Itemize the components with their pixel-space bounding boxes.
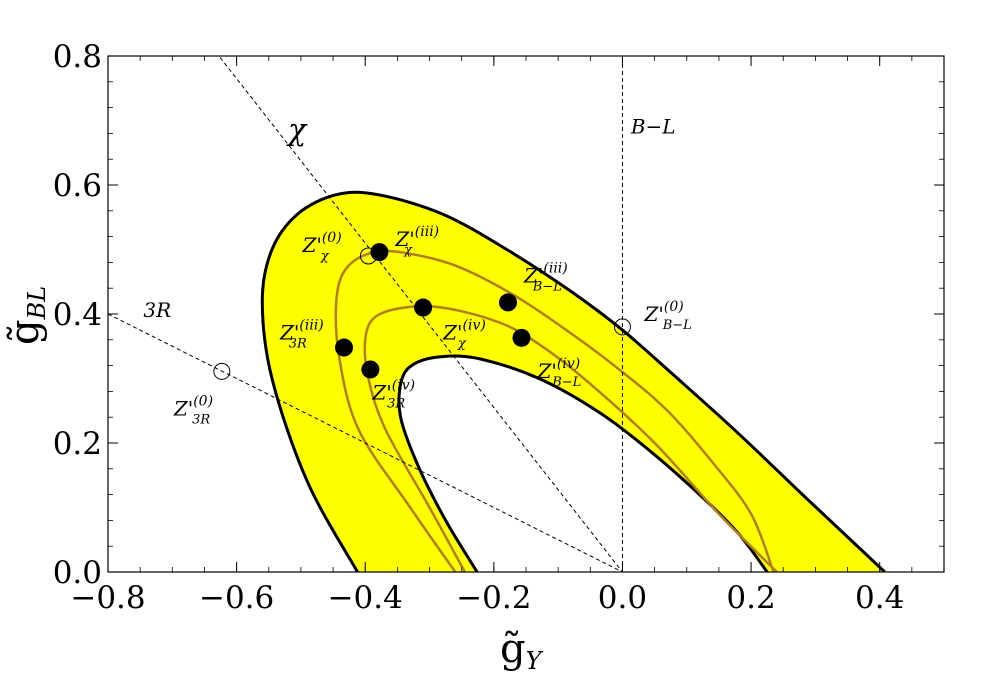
benchmark-label: Z'(0) B−L: [643, 299, 691, 333]
y-tick-label: 0.8: [53, 39, 102, 75]
x-tick-label: 0.0: [598, 580, 647, 616]
benchmark-point-open: [613, 318, 631, 336]
benchmark-label: Z'(iv) 3R: [371, 377, 415, 411]
axis-ticks: −0.8 −0.6 −0.4 −0.2 0.0 0.2 0.4 0.0 0.2 0.4 0.6 0.8: [53, 39, 945, 616]
band-fill: [262, 192, 885, 572]
benchmark-point-open: [213, 362, 231, 380]
x-tick-label: 0.2: [726, 580, 775, 616]
benchmark-point-filled: [335, 338, 354, 357]
benchmark-point-filled: [370, 243, 389, 262]
y-tick-label: 0.0: [53, 555, 102, 591]
x-tick-label: −0.4: [328, 580, 403, 616]
reference-line-label-1: χ: [286, 113, 308, 148]
benchmark-label: Z'(iii) χ: [394, 224, 439, 258]
benchmark-label: Z'(iii) 3R: [279, 318, 324, 352]
y-axis-title: g̃BL: [2, 286, 51, 345]
reference-line-3: [108, 313, 623, 572]
band-outer-edge: [260, 190, 886, 572]
benchmark-points: [213, 243, 631, 380]
benchmark-point-filled: [361, 360, 380, 379]
y-tick-label: 0.2: [53, 426, 102, 462]
y-tick-label: 0.6: [53, 168, 102, 204]
reference-lines: [108, 56, 623, 572]
benchmark-curve-2: [334, 249, 775, 572]
x-axis-title: g̃Y: [500, 626, 544, 675]
benchmark-point-filled: [498, 293, 517, 312]
x-tick-label: −0.2: [456, 580, 531, 616]
reference-line-label-3: 3R: [143, 298, 171, 322]
reference-line-1: [218, 56, 623, 572]
band-inner-edge: [397, 354, 769, 572]
allowed-band: [260, 190, 886, 572]
benchmark-label: Z'(iv) χ: [442, 318, 486, 352]
benchmark-label: Z'(0) 3R: [173, 393, 213, 427]
x-tick-label: 0.4: [855, 580, 904, 616]
benchmark-label: Z'(iv) B−L: [536, 356, 581, 390]
benchmark-point-filled: [414, 298, 433, 317]
benchmark-label: Z'(0) χ: [301, 230, 341, 264]
benchmark-label: Z'(iii) B−L: [523, 260, 568, 294]
x-tick-label: −0.8: [70, 580, 145, 616]
x-tick-label: −0.6: [199, 580, 274, 616]
benchmark-point-filled: [512, 328, 531, 347]
benchmark-labels: χ B−L 3R Z'(0) χ Z'(iii) χ Z'(iv) χ Z'(iii) B−L Z'(…: [143, 113, 691, 428]
y-tick-label: 0.4: [53, 297, 102, 333]
reference-line-label-2: B−L: [630, 114, 676, 138]
